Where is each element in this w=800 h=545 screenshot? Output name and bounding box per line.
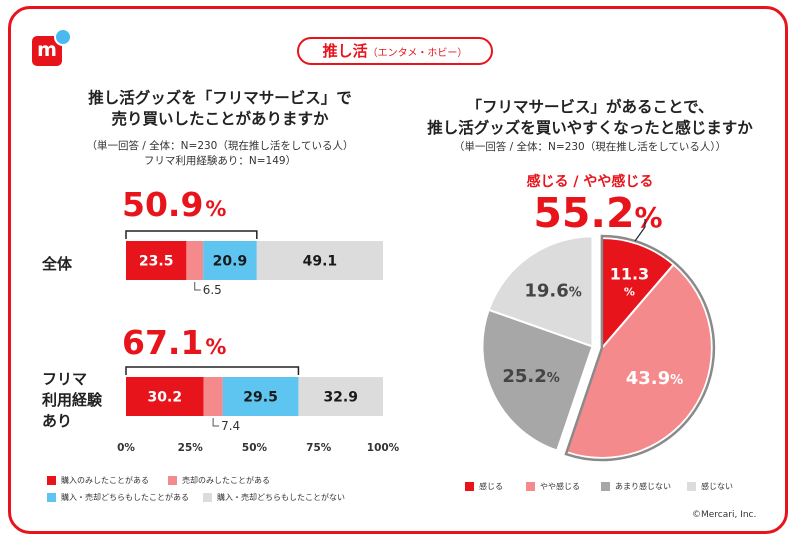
pie-highlight-total: 55.2% bbox=[508, 190, 688, 241]
flema-total-callout: 67.1% bbox=[122, 324, 226, 366]
flema-total-pct: % bbox=[205, 335, 227, 359]
legend-swatch bbox=[601, 482, 610, 491]
bar-value-label: 30.2 bbox=[148, 390, 183, 406]
leader-line bbox=[194, 282, 201, 291]
pie-legend-item-1: 感じる bbox=[465, 481, 503, 492]
pie-highlight-value: 55.2 bbox=[533, 189, 635, 237]
copyright: ©Mercari, Inc. bbox=[692, 510, 757, 520]
bar-legend-item-4: 購入・売却どちらもしたことがない bbox=[203, 492, 345, 503]
legend-swatch bbox=[687, 482, 696, 491]
pie-pct-label: % bbox=[670, 373, 683, 388]
row-label-flema: フリマ 利用経験 あり bbox=[42, 369, 102, 432]
right-question: 「フリマサービス」があることで、 推し活グッズを買いやすくなったと感じますか bbox=[405, 97, 775, 139]
x-tick-label: 75% bbox=[306, 442, 332, 454]
bar-segment bbox=[126, 241, 187, 280]
row-label-flema-line3: あり bbox=[42, 412, 73, 430]
left-note-line1: （単一回答 / 全体：N=230（現在推し活をしている人） bbox=[86, 140, 354, 152]
bar-value-label: 23.5 bbox=[139, 254, 174, 270]
overall-total-callout: 50.9% bbox=[122, 186, 226, 228]
pie-legend-item-2: やや感じる bbox=[526, 481, 580, 492]
pie-slice bbox=[487, 235, 594, 348]
right-note-line1: （単一回答 / 全体：N=230（現在推し活をしている人）） bbox=[453, 141, 727, 153]
mercari-logo: m bbox=[32, 28, 72, 66]
legend-swatch bbox=[465, 482, 474, 491]
left-question: 推し活グッズを「フリマサービス」で 売り買いしたことがありますか bbox=[70, 88, 370, 130]
right-question-line1: 「フリマサービス」があることで、 bbox=[466, 98, 714, 116]
legend-label: 購入のみしたことがある bbox=[61, 476, 149, 485]
overall-total-pct: % bbox=[205, 197, 227, 221]
pie-highlight-pct: % bbox=[634, 201, 663, 234]
row-label-overall: 全体 bbox=[42, 254, 72, 275]
pie-value-label: 25.2% bbox=[502, 366, 559, 387]
legend-swatch bbox=[168, 476, 177, 485]
bar-value-label: 20.9 bbox=[213, 254, 248, 270]
pie-pct-label: % bbox=[624, 286, 635, 299]
right-question-line2: 推し活グッズを買いやすくなったと感じますか bbox=[427, 119, 753, 137]
left-question-line2: 売り買いしたことがありますか bbox=[111, 110, 329, 128]
overall-total-value: 50.9 bbox=[122, 185, 204, 224]
legend-label: 購入・売却どちらもしたことがある bbox=[61, 493, 189, 502]
pie-value-label: 11.3 bbox=[610, 265, 649, 284]
legend-label: 感じない bbox=[701, 482, 733, 491]
pie-pct-label: % bbox=[547, 371, 560, 386]
flema-total-value: 67.1 bbox=[122, 323, 204, 362]
bar-value-label: 7.4 bbox=[221, 419, 240, 433]
pie-pct-label: % bbox=[569, 286, 582, 301]
legend-swatch bbox=[203, 493, 212, 502]
right-note: （単一回答 / 全体：N=230（現在推し活をしている人）） bbox=[405, 140, 775, 155]
row-label-flema-line2: 利用経験 bbox=[42, 391, 103, 409]
pie-legend-item-3: あまり感じない bbox=[601, 481, 671, 492]
bar-segment bbox=[186, 241, 204, 280]
row-label-overall-line: 全体 bbox=[42, 255, 73, 273]
bar-segment bbox=[256, 241, 383, 280]
pie-slice bbox=[565, 263, 713, 459]
left-question-line1: 推し活グッズを「フリマサービス」で bbox=[88, 89, 352, 107]
bar-segment bbox=[222, 377, 299, 416]
callout-leader bbox=[634, 218, 646, 242]
badge-sublabel: （エンタメ・ホビー） bbox=[367, 48, 468, 59]
left-note: （単一回答 / 全体：N=230（現在推し活をしている人） フリマ利用経験あり：… bbox=[60, 139, 380, 169]
legend-label: あまり感じない bbox=[615, 482, 671, 491]
x-tick-label: 100% bbox=[367, 442, 400, 454]
logo-dot bbox=[54, 28, 72, 46]
bar-value-label: 6.5 bbox=[203, 283, 222, 297]
legend-label: 感じる bbox=[479, 482, 503, 491]
bar-value-label: 29.5 bbox=[243, 390, 278, 406]
leader-line bbox=[212, 418, 220, 427]
bar-segment bbox=[298, 377, 383, 416]
pie-slice bbox=[481, 308, 594, 452]
pie-slice bbox=[600, 236, 676, 351]
legend-label: 購入・売却どちらもしたことがない bbox=[217, 493, 345, 502]
legend-swatch bbox=[526, 482, 535, 491]
legend-label: 売却のみしたことがある bbox=[182, 476, 270, 485]
bar-segment bbox=[203, 241, 257, 280]
left-note-line2: フリマ利用経験あり：N=149） bbox=[143, 155, 297, 167]
bar-legend-item-1: 購入のみしたことがある bbox=[47, 475, 149, 486]
badge-label: 推し活 bbox=[322, 42, 368, 60]
bar-value-label: 49.1 bbox=[303, 254, 338, 270]
x-tick-label: 25% bbox=[178, 442, 204, 454]
x-tick-label: 50% bbox=[242, 442, 268, 454]
pie-legend-item-4: 感じない bbox=[687, 481, 733, 492]
bar-legend-item-2: 売却のみしたことがある bbox=[168, 475, 270, 486]
pie-value-label: 19.6% bbox=[524, 281, 581, 302]
bar-segment bbox=[203, 377, 223, 416]
pie-highlight-caption: 感じる / やや感じる bbox=[526, 174, 654, 190]
highlight-outline bbox=[564, 234, 716, 462]
legend-label: やや感じる bbox=[540, 482, 580, 491]
x-tick-label: 0% bbox=[117, 442, 135, 454]
bar-legend-item-3: 購入・売却どちらもしたことがある bbox=[47, 492, 189, 503]
bar-value-label: 32.9 bbox=[323, 390, 358, 406]
category-badge: 推し活（エンタメ・ホビー） bbox=[297, 37, 493, 65]
pie-value-label: 43.9% bbox=[626, 368, 683, 389]
legend-swatch bbox=[47, 476, 56, 485]
legend-swatch bbox=[47, 493, 56, 502]
logo-letter: m bbox=[37, 39, 57, 61]
row-label-flema-line1: フリマ bbox=[42, 370, 88, 388]
total-bracket bbox=[125, 366, 300, 375]
bar-segment bbox=[126, 377, 204, 416]
total-bracket bbox=[125, 230, 258, 239]
